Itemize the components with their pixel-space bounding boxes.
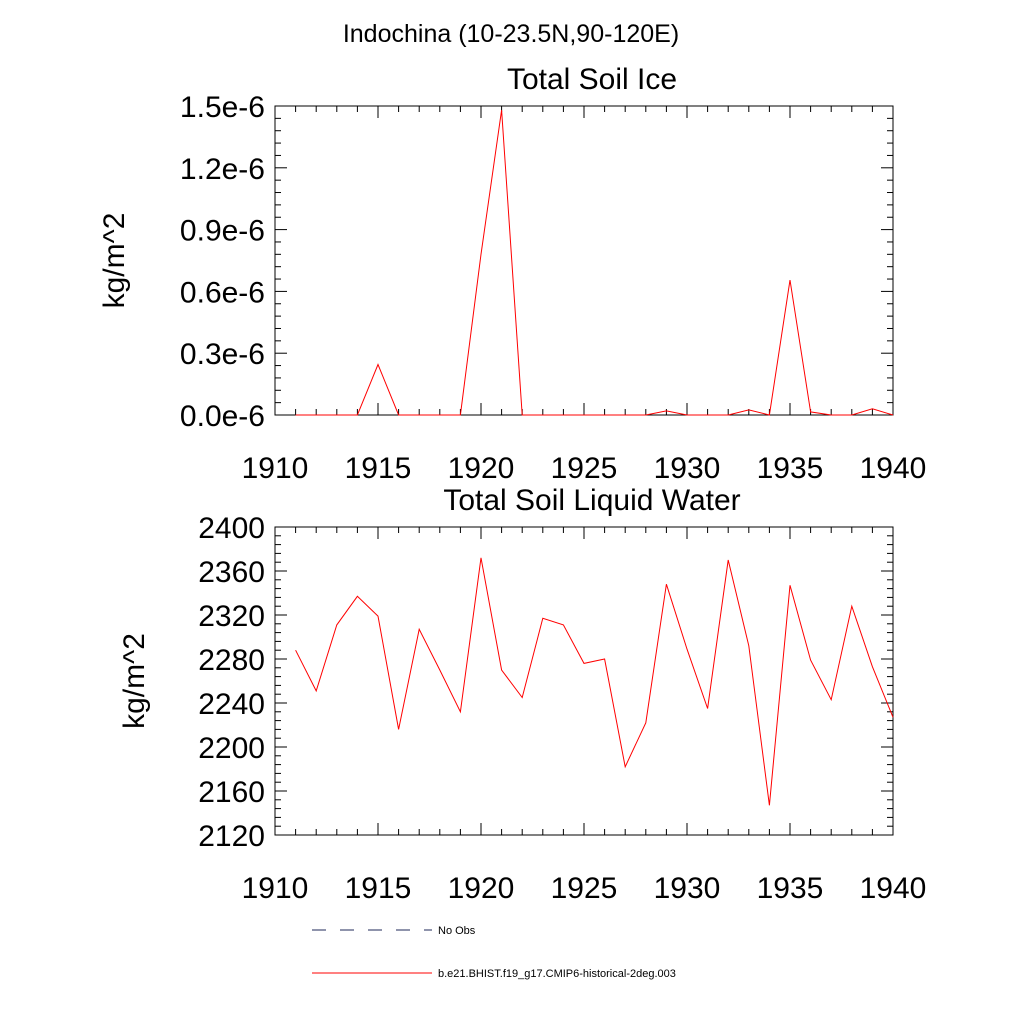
x-tick-label: 1935 xyxy=(757,452,824,485)
chart-title: Total Soil Liquid Water xyxy=(443,484,740,517)
legend-label: No Obs xyxy=(438,925,476,937)
x-tick-label: 1930 xyxy=(654,452,721,485)
x-tick-label: 1935 xyxy=(757,872,824,905)
chart-panels: 1910 1915 1920 1925 1930 1935 1940 0.0e-6 0.3e-6… xyxy=(98,63,926,905)
series-line xyxy=(295,110,894,416)
x-tick-label: 1910 xyxy=(242,872,309,905)
x-tick-label: 1915 xyxy=(345,452,412,485)
x-tick-label: 1940 xyxy=(860,452,927,485)
y-tick-label: 0.0e-6 xyxy=(180,400,265,433)
x-tick-label: 1925 xyxy=(551,452,618,485)
figure-title: Indochina (10-23.5N,90-120E) xyxy=(343,20,679,48)
y-tick-label: 1.2e-6 xyxy=(180,153,265,186)
x-tick-label: 1925 xyxy=(551,872,618,905)
x-tick-label: 1930 xyxy=(654,872,721,905)
legend-label: b.e21.BHIST.f19_g17.CMIP6-historical-2de… xyxy=(438,968,676,980)
x-tick-label: 1940 xyxy=(860,872,927,905)
plot-frame xyxy=(274,526,894,836)
legend: No Obs b.e21.BHIST.f19_g17.CMIP6-historic… xyxy=(312,925,676,980)
chart-panel-1: 1910 1915 1920 1925 1930 1935 1940 0.0e-6 0.3e-6… xyxy=(98,63,926,485)
chart-panel-2: 1910 1915 1920 1925 1930 1935 1940 2120 2160 2200… xyxy=(118,484,926,905)
y-tick-label: 1.5e-6 xyxy=(180,91,265,124)
y-tick-label: 0.6e-6 xyxy=(180,276,265,309)
chart-title: Total Soil Ice xyxy=(507,63,677,96)
y-tick-label: 2360 xyxy=(198,556,265,589)
y-tick-label: 2320 xyxy=(198,600,265,633)
x-tick-label: 1920 xyxy=(448,872,515,905)
y-tick-label: 2240 xyxy=(198,688,265,721)
y-axis-label: kg/m^2 xyxy=(118,633,151,729)
x-tick-label: 1920 xyxy=(448,452,515,485)
y-tick-label: 2200 xyxy=(198,732,265,765)
y-tick-label: 0.3e-6 xyxy=(180,338,265,371)
plot-frame xyxy=(274,105,894,416)
y-axis-label: kg/m^2 xyxy=(98,213,131,309)
x-tick-label: 1910 xyxy=(242,452,309,485)
y-tick-label: 2120 xyxy=(198,820,265,853)
y-tick-label: 2160 xyxy=(198,776,265,809)
y-tick-label: 2400 xyxy=(198,512,265,545)
x-tick-label: 1915 xyxy=(345,872,412,905)
y-tick-label: 2280 xyxy=(198,644,265,677)
series-line xyxy=(295,557,894,806)
y-tick-label: 0.9e-6 xyxy=(180,215,265,248)
